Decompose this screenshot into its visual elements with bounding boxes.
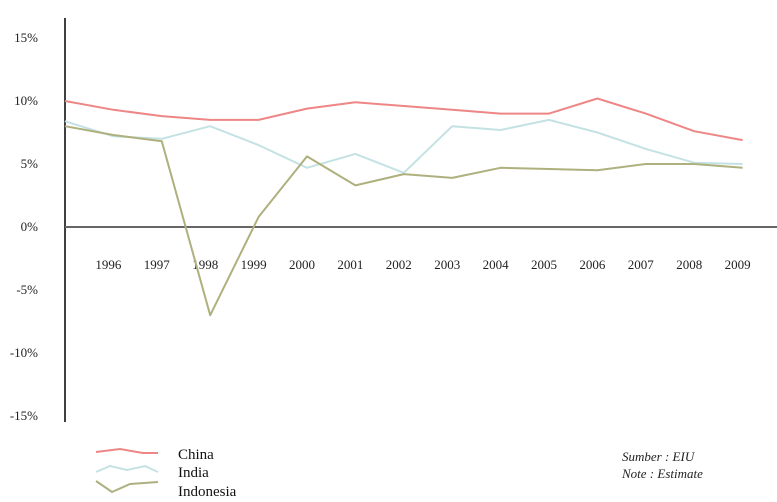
series-line-india <box>64 118 743 174</box>
legend-swatch-indonesia <box>95 480 159 494</box>
y-tick-labels: 15% 10% 5% 0% -5% -10% -15% <box>10 30 38 423</box>
series-lines <box>64 97 743 317</box>
x-tick-label: 2001 <box>337 257 363 272</box>
y-tick-label: 10% <box>14 93 38 108</box>
legend-label-india: India <box>178 465 209 481</box>
series-line-china <box>64 97 743 142</box>
legend-label-indonesia: Indonesia <box>178 484 237 500</box>
x-tick-label: 2004 <box>483 257 510 272</box>
x-tick-label: 2009 <box>725 257 751 272</box>
source-note: Sumber : EIU <box>622 449 696 464</box>
x-tick-label: 2000 <box>289 257 315 272</box>
x-tick-labels: 1996 1997 1998 1999 2000 2001 2002 2003 2004 2005… <box>95 257 750 272</box>
x-tick-label: 1996 <box>95 257 122 272</box>
legend-label-china: China <box>178 447 214 463</box>
y-tick-label: 5% <box>21 156 39 171</box>
x-tick-label: 1998 <box>192 257 218 272</box>
y-tick-label: 15% <box>14 30 38 45</box>
y-tick-label: -15% <box>10 408 38 423</box>
x-tick-label: 2002 <box>386 257 412 272</box>
estimate-note: Note : Estimate <box>621 466 703 481</box>
y-tick-label: -5% <box>16 282 38 297</box>
x-tick-label: 1997 <box>144 257 171 272</box>
x-tick-label: 2006 <box>579 257 606 272</box>
legend: China India Indonesia <box>95 447 237 500</box>
legend-swatch-china <box>95 447 158 454</box>
y-tick-label: -10% <box>10 345 38 360</box>
x-tick-label: 2007 <box>628 257 655 272</box>
series-line-indonesia <box>64 125 743 317</box>
legend-swatch-india <box>95 464 159 473</box>
x-tick-label: 2003 <box>434 257 460 272</box>
y-tick-label: 0% <box>21 219 39 234</box>
x-tick-label: 1999 <box>241 257 267 272</box>
x-tick-label: 2005 <box>531 257 557 272</box>
x-tick-label: 2008 <box>676 257 702 272</box>
